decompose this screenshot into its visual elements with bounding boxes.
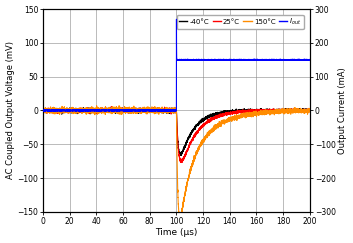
Y-axis label: AC Coupled Output Voltage (mV): AC Coupled Output Voltage (mV) — [6, 41, 14, 179]
Legend: -40°C, 25°C, 150°C, $I_{out}$: -40°C, 25°C, 150°C, $I_{out}$ — [177, 15, 304, 29]
X-axis label: Time (μs): Time (μs) — [155, 228, 198, 237]
Y-axis label: Output Current (mA): Output Current (mA) — [339, 67, 347, 154]
